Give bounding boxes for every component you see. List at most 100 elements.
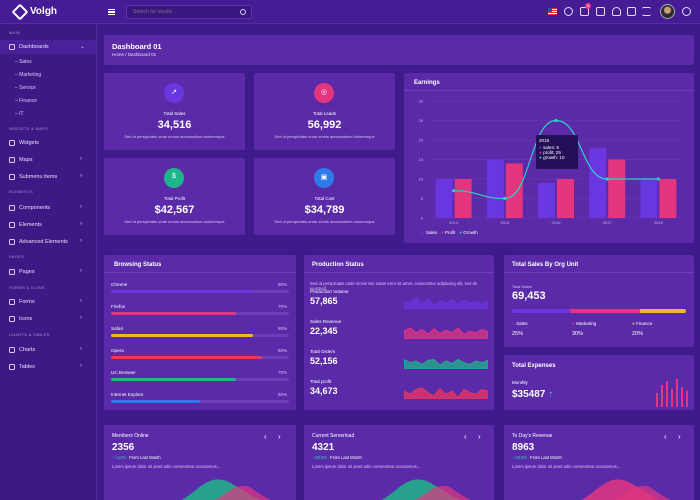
breadcrumb-home[interactable]: Home: [112, 52, 125, 57]
sub-item-marketing[interactable]: – Marketing: [15, 72, 42, 78]
sub-item-sales[interactable]: – Sales: [15, 59, 32, 65]
legend-dot-icon: ●: [422, 230, 425, 235]
bar-profit[interactable]: [454, 179, 472, 218]
fullscreen-icon[interactable]: [596, 7, 605, 16]
tables-icon: [9, 364, 15, 370]
bar-sales[interactable]: [486, 159, 504, 219]
sparkline-area: [404, 358, 488, 369]
metric-value: 34,673: [310, 386, 338, 396]
breadcrumb-separator: /: [125, 52, 127, 57]
sidebar-item-tables[interactable]: Tables ›: [0, 360, 96, 374]
sidebar-item-charts[interactable]: Charts ›: [0, 343, 96, 357]
growth-point[interactable]: [656, 177, 660, 181]
bar-profit[interactable]: [608, 159, 626, 219]
bar-sales[interactable]: [589, 147, 607, 218]
stat-value: 34,516: [157, 119, 192, 131]
legend-profit[interactable]: Profit: [445, 230, 456, 235]
search-box[interactable]: [126, 5, 252, 19]
earnings-title: Earnings: [414, 80, 440, 86]
chevron-right-icon[interactable]: ›: [678, 432, 681, 441]
cart-badge: 4: [585, 3, 591, 9]
bar-profit[interactable]: [557, 179, 574, 218]
avatar[interactable]: [660, 4, 675, 19]
org-progress: [512, 309, 686, 313]
org-segment: [570, 309, 640, 313]
bar-sales[interactable]: [435, 179, 453, 218]
org-unit-label: Finance: [636, 321, 653, 326]
stat-desc: Sed ut perspiciatis unde omnis accusanti…: [124, 134, 225, 139]
sidebar-item-maps[interactable]: Maps ›: [0, 153, 96, 167]
change-value: ↑ 90.5%: [312, 455, 328, 460]
progress-fill: [111, 290, 254, 293]
chevron-left-icon[interactable]: ‹: [264, 432, 267, 441]
sidebar-item-pages[interactable]: Pages ›: [0, 265, 96, 279]
metric-label: Sales Revenue: [310, 319, 342, 324]
divider: [304, 272, 494, 273]
bar-profit[interactable]: [505, 163, 523, 218]
flag-icon[interactable]: [548, 8, 557, 15]
sidebar-item-widgets[interactable]: Widgets: [0, 136, 96, 150]
stat-glyph: ◎: [320, 89, 328, 96]
bar-profit[interactable]: [659, 179, 677, 218]
theme-icon[interactable]: [564, 7, 573, 16]
chevron-left-icon[interactable]: ‹: [664, 432, 667, 441]
bar-sales[interactable]: [640, 179, 658, 218]
legend-growth[interactable]: Growth: [463, 230, 478, 235]
advanced-icon: [9, 239, 15, 245]
submenu-icon: [9, 174, 15, 180]
chevron-right-icon[interactable]: ›: [478, 432, 481, 441]
section-pages: PAGES: [9, 254, 24, 259]
change-note: From Last Month: [330, 455, 362, 460]
section-forms: FORMS & ICONS: [9, 285, 45, 290]
bottom-title: Members Online: [112, 433, 149, 439]
expenses-label: Monthly: [512, 380, 528, 385]
bottom-card: Members Online 2356 ↑ +14% From Last Month L…: [104, 425, 296, 500]
list-icon[interactable]: [642, 7, 651, 16]
sub-item-it[interactable]: – IT: [15, 111, 24, 117]
search-icon[interactable]: [240, 9, 246, 15]
sub-item-finance[interactable]: – Finance: [15, 98, 37, 104]
growth-point[interactable]: [452, 189, 456, 193]
bell-icon[interactable]: [612, 7, 621, 16]
app-logo[interactable]: Volgh: [30, 6, 58, 17]
org-card: Total Sales By Org Unit Total Sales 69,4…: [504, 255, 694, 347]
chevron-right-icon[interactable]: ›: [278, 432, 281, 441]
sub-item-service[interactable]: – Service: [15, 85, 36, 91]
growth-point[interactable]: [605, 177, 609, 181]
sidebar-item-label: Pages: [19, 269, 35, 275]
settings-icon[interactable]: [682, 7, 691, 16]
menu-toggle-icon[interactable]: [108, 9, 115, 15]
chevron-left-icon[interactable]: ‹: [464, 432, 467, 441]
growth-point[interactable]: [554, 118, 558, 123]
bottom-change: ↑ 20.5% From Last Month: [512, 455, 562, 460]
chevron-right-icon: ›: [80, 221, 82, 227]
stat-card-cost: ▣ Total Cost $34,789 Sed ut perspiciatis…: [254, 158, 395, 235]
progress-fill: [111, 378, 236, 381]
search-input[interactable]: [133, 9, 233, 15]
sidebar-item-components[interactable]: Components ›: [0, 201, 96, 215]
sidebar-item-icons[interactable]: Icons ›: [0, 312, 96, 326]
sidebar-item-elements[interactable]: Elements ›: [0, 218, 96, 232]
wave-area: [414, 485, 472, 500]
dashboard-icon: [9, 44, 15, 50]
sidebar-item-forms[interactable]: Forms ›: [0, 295, 96, 309]
sidebar-item-dashboards[interactable]: Dashboards ⌄: [0, 40, 96, 54]
divider: [404, 90, 694, 91]
legend-sales[interactable]: Sales: [425, 230, 438, 235]
org-unit-label: Marketing: [576, 321, 597, 326]
chart-legend: ● Sales ● Profit ● Growth: [422, 230, 478, 235]
divider: [504, 272, 694, 273]
section-elements: ELEMENTS: [9, 189, 33, 194]
sidebar-item-submenu[interactable]: Submenu items ›: [0, 170, 96, 184]
legend-dot-icon: ●: [512, 321, 517, 326]
production-title: Production Status: [312, 262, 364, 268]
sidebar-item-label: Advanced Elements: [19, 239, 68, 245]
sidebar-item-advanced[interactable]: Advanced Elements ›: [0, 235, 96, 249]
breadcrumb: Home / Dashboard 01: [112, 52, 156, 57]
bar-sales[interactable]: [538, 182, 555, 218]
browser-pct: 80%: [278, 326, 288, 331]
progress-track: [111, 312, 289, 315]
chat-icon[interactable]: [627, 7, 636, 16]
cart-icon[interactable]: [580, 7, 589, 16]
growth-point[interactable]: [503, 196, 507, 201]
